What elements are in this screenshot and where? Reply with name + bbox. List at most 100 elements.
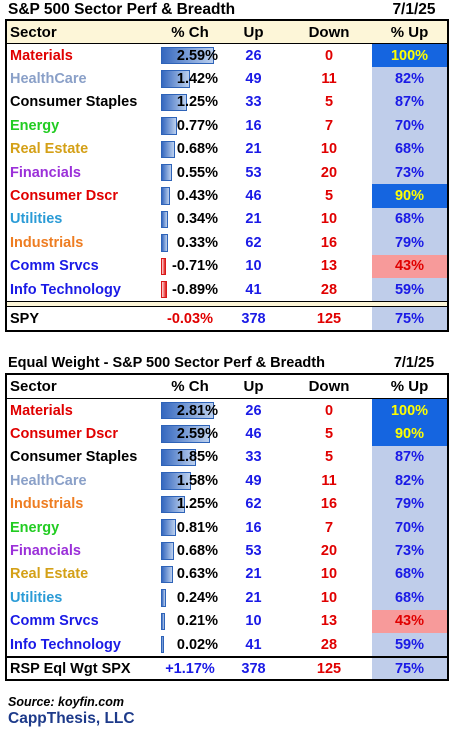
down-count: 20: [320, 164, 338, 181]
table-grid: Sector % Ch Up Down % Up Materials 2.81% 2…: [5, 373, 449, 682]
table-row: Financials 0.68% 53 20 73%: [7, 539, 447, 563]
pct-change-text: 1.25%: [176, 496, 218, 513]
pct-change-cell: 0.21%: [159, 610, 221, 633]
sector-name: Consumer Dscr: [10, 188, 118, 205]
table-title: Equal Weight - S&P 500 Sector Perf & Bre…: [8, 355, 325, 371]
pct-up-cell: 90%: [372, 422, 447, 446]
pct-change-cell: 2.81%: [159, 399, 221, 422]
down-count: 28: [320, 281, 338, 298]
pct-change-bar: [161, 210, 168, 229]
pct-change-cell: 0.33%: [159, 231, 221, 254]
down-count: 11: [321, 472, 337, 489]
table-title-row: S&P 500 Sector Perf & Breadth 7/1/25: [5, 0, 449, 19]
up-count: 41: [245, 636, 262, 653]
footer: Source: koyfin.com CappThesis, LLC: [8, 695, 135, 728]
sector-name: Real Estate: [10, 566, 89, 583]
total-up: 378: [241, 660, 266, 677]
sp500-sector-table: S&P 500 Sector Perf & Breadth 7/1/25 Sec…: [5, 0, 449, 333]
pct-up-cell: 59%: [372, 277, 447, 302]
down-count: 7: [324, 117, 334, 134]
down-count: 10: [320, 566, 338, 583]
table-row: Consumer Staples 1.85% 33 5 87%: [7, 445, 447, 470]
up-count: 21: [245, 141, 262, 158]
down-count: 5: [324, 449, 334, 466]
up-count: 21: [245, 211, 262, 228]
up-count: 10: [245, 613, 262, 630]
pct-change-bar: [161, 163, 172, 182]
pct-up-cell: 73%: [372, 539, 447, 563]
pct-up-cell: 73%: [372, 160, 447, 185]
table-row: Info Technology 0.02% 41 28 59%: [7, 632, 447, 657]
total-row: SPY -0.03% 378 125 75%: [7, 307, 447, 331]
table-row: Industrials 1.25% 62 16 79%: [7, 492, 447, 516]
pct-change-cell: 1.42%: [159, 67, 221, 90]
table-row: Consumer Staples 1.25% 33 5 87%: [7, 90, 447, 115]
sector-name: Energy: [10, 117, 60, 134]
total-up: 378: [241, 310, 266, 327]
table-row: HealthCare 1.58% 49 11 82%: [7, 469, 447, 493]
table-row: Consumer Dscr 0.43% 46 5 90%: [7, 184, 447, 208]
pct-up-cell: 70%: [372, 114, 447, 138]
pct-change-bar: [161, 495, 185, 513]
total-pct-up: 75%: [372, 307, 447, 331]
table-title: S&P 500 Sector Perf & Breadth: [8, 0, 236, 18]
pct-up-cell: 100%: [372, 44, 447, 68]
header-down: Down: [308, 378, 350, 395]
table-separator: [7, 301, 447, 308]
total-pct-text: -0.03%: [167, 310, 213, 327]
pct-change-cell: 1.58%: [159, 469, 221, 492]
header-down: Down: [308, 23, 350, 41]
pct-change-bar: [161, 70, 190, 88]
sector-name: Info Technology: [10, 636, 121, 653]
pct-change-cell: 0.68%: [159, 539, 221, 562]
pct-change-cell: 0.68%: [159, 138, 221, 161]
pct-change-cell: -0.89%: [159, 278, 221, 301]
pct-change-text: 2.59%: [176, 47, 218, 64]
pct-up-cell: 82%: [372, 469, 447, 493]
pct-up-cell: 87%: [372, 90, 447, 115]
table-row: Info Technology -0.89% 41 28 59%: [7, 277, 447, 302]
pct-change-bar: [161, 93, 187, 112]
down-count: 10: [320, 141, 338, 158]
table-body: Materials 2.59% 26 0 100% HealthCare 1.42% 49 11…: [7, 44, 447, 302]
pct-change-bar: [161, 280, 167, 299]
pct-up-cell: 100%: [372, 399, 447, 423]
sector-name: Financials: [10, 164, 81, 181]
pct-change-text: 0.68%: [176, 543, 218, 560]
pct-change-text: 0.63%: [176, 566, 218, 583]
sector-name: Info Technology: [10, 281, 121, 298]
table-header-row: Sector % Ch Up Down % Up: [7, 375, 447, 399]
up-count: 26: [245, 47, 262, 64]
up-count: 21: [245, 589, 262, 606]
up-count: 62: [245, 234, 262, 251]
header-sector: Sector: [10, 378, 57, 395]
sector-name: Materials: [10, 402, 73, 419]
down-count: 11: [321, 71, 337, 88]
pct-change-cell: 0.63%: [159, 563, 221, 586]
pct-change-cell: 2.59%: [159, 422, 221, 445]
pct-change-text: -0.89%: [172, 281, 218, 298]
pct-change-bar: [161, 635, 164, 654]
pct-change-bar: [161, 589, 166, 607]
pct-up-cell: 90%: [372, 184, 447, 208]
pct-up-cell: 43%: [372, 254, 447, 278]
pct-up-cell: 68%: [372, 586, 447, 610]
down-count: 10: [320, 589, 338, 606]
total-pct-up: 75%: [372, 658, 447, 680]
up-count: 33: [245, 449, 262, 466]
pct-change-cell: 0.43%: [159, 184, 221, 207]
total-row: RSP Eql Wgt SPX +1.17% 378 125 75%: [7, 656, 447, 680]
table-row: Utilities 0.24% 21 10 68%: [7, 586, 447, 610]
total-pct-change: -0.03%: [159, 307, 221, 330]
sector-name: Financials: [10, 543, 81, 560]
pct-up-cell: 43%: [372, 609, 447, 633]
pct-change-text: 0.77%: [176, 117, 218, 134]
pct-change-text: 0.02%: [176, 636, 218, 653]
pct-change-text: 1.25%: [176, 94, 218, 111]
pct-change-bar: [161, 542, 174, 560]
pct-change-cell: 0.55%: [159, 161, 221, 184]
header-up: Up: [243, 23, 264, 41]
pct-change-text: 2.81%: [176, 402, 218, 419]
pct-up-cell: 82%: [372, 67, 447, 91]
sector-name: Consumer Staples: [10, 449, 138, 466]
